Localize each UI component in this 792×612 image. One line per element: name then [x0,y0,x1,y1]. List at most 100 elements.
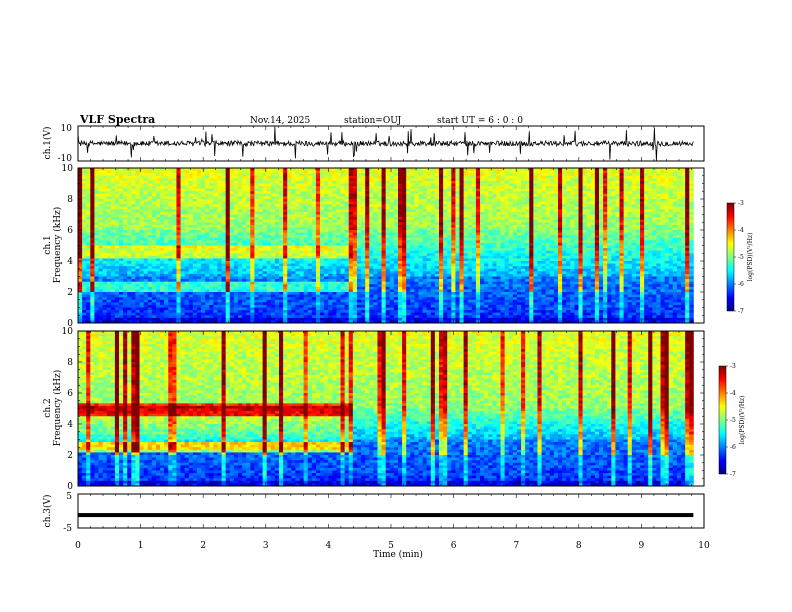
spectrogram-cell [246,304,251,308]
spectrogram-cell [217,302,222,306]
spectrogram-cell [369,217,374,221]
spectrogram-cell [98,240,104,244]
spectrogram-cell [291,209,296,213]
spectrogram-cell [82,302,87,306]
spectrogram-cell [176,206,181,210]
spectrogram-cell [131,263,136,267]
spectrogram-cell [110,253,116,257]
spectrogram-cell [287,268,292,272]
spectrogram-cell [299,206,305,210]
spectrogram-cell [143,211,149,215]
spectrogram-cell [373,240,378,244]
spectrogram-cell [336,222,341,226]
spectrogram-cell [258,186,264,190]
spectrogram-cell [119,222,124,226]
spectrogram-cell [393,312,399,316]
spectrogram-cell [385,284,391,288]
spectrogram-cell [393,232,399,236]
spectrogram-cell [147,224,153,228]
spectrogram-cell [315,258,321,262]
spectrogram-cell [283,191,288,195]
spectrogram-cell [188,183,194,187]
spectrogram-cell [209,183,214,187]
spectrogram-cell [143,268,149,272]
spectrogram-cell [250,281,255,285]
spectrogram-cell [266,281,272,285]
spectrogram-cell [365,310,370,314]
spectrogram-cell [311,317,317,321]
spectrogram-cell [381,175,387,179]
spectrogram-cell [98,276,104,280]
spectrogram-cell [254,248,259,252]
spectrogram-cell [168,230,173,233]
spectrogram-cell [315,186,321,190]
spectrogram-cell [262,209,268,213]
spectrogram-cell [356,230,362,233]
spectrogram-cell [172,180,177,184]
spectrogram-cell [225,276,231,280]
spectrogram-cell [348,299,354,303]
spectrogram-cell [270,199,276,202]
spectrogram-cell [233,168,239,171]
spectrogram-cell [397,250,403,254]
spectrogram-cell [131,188,136,192]
spectrogram-cell [172,268,177,272]
spectrogram-cell [160,227,165,231]
spectrogram-cell [299,214,305,218]
spectrogram-cell [110,230,116,233]
spectrogram-cell [266,191,272,195]
spectrogram-cell [106,304,112,308]
spectrogram-cell [180,281,186,285]
spectrogram-cell [381,196,387,200]
spectrogram-cell [348,199,354,202]
spectrogram-cell [147,266,153,270]
spectrogram-cell [78,237,83,241]
spectrogram-cell [188,266,194,270]
spectrogram-cell [143,183,149,187]
spectrogram-cell [139,299,145,303]
spectrogram-cell [291,230,296,233]
spectrogram-cell [410,222,415,226]
spectrogram-cell [180,217,186,221]
spectrogram-cell [250,310,255,314]
spectrogram-cell [303,289,309,293]
spectrogram-cell [307,250,313,254]
spectrogram-cell [180,310,186,314]
spectrogram-cell [110,315,116,319]
spectrogram-cell [361,304,366,308]
spectrogram-cell [344,230,350,233]
spectrogram-cell [143,188,149,192]
spectrogram-cell [172,284,177,288]
spectrogram-cell [192,281,198,285]
spectrogram-cell [410,227,415,231]
spectrogram-cell [164,219,169,223]
spectrogram-cell [192,258,198,262]
spectrogram-cell [184,219,190,223]
spectrogram-cell [283,214,288,218]
spectrogram-cell [393,253,399,257]
spectrogram-cell [262,214,268,218]
spectrogram-cell [361,191,366,195]
spectrogram-cell [201,276,206,280]
spectrogram-cell [106,315,112,319]
spectrogram-cell [151,173,157,177]
spectrogram-cell [397,266,403,270]
spectrogram-cell [90,178,95,182]
spectrogram-cell [291,266,296,270]
spectrogram-cell [324,271,329,275]
spectrogram-cell [205,204,210,208]
spectrogram-cell [348,173,354,177]
spectrogram-cell [196,310,202,314]
spectrogram-cell [258,297,264,301]
spectrogram-cell [229,248,235,252]
spectrogram-cell [270,248,276,252]
spectrogram-cell [262,320,268,324]
spectrogram-cell [348,320,354,324]
spectrogram-cell [373,193,378,197]
spectrogram-cell [201,245,206,249]
spectrogram-cell [315,222,321,226]
spectrogram-cell [311,211,317,215]
spectrogram-cell [160,258,165,262]
spectrogram-cell [201,224,206,228]
spectrogram-cell [389,201,395,205]
